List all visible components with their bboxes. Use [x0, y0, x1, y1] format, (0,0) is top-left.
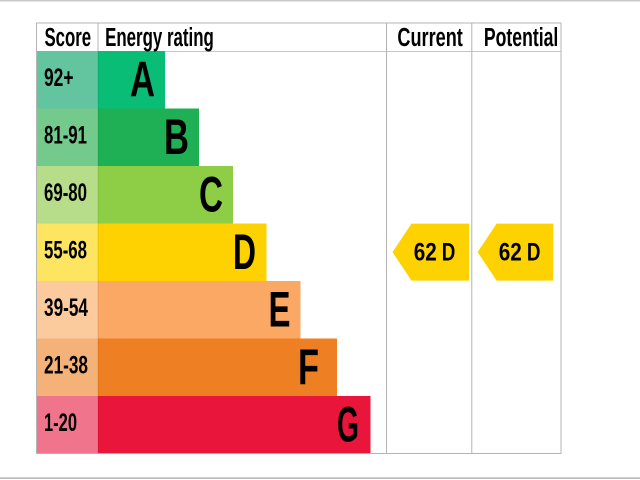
svg-text:92+: 92+	[44, 64, 74, 92]
svg-text:E: E	[269, 281, 291, 337]
svg-text:G: G	[337, 396, 359, 452]
svg-text:B: B	[164, 109, 189, 165]
svg-text:39-54: 39-54	[44, 294, 88, 322]
svg-text:62: 62	[414, 238, 437, 266]
svg-text:Score: Score	[45, 24, 92, 52]
svg-text:55-68: 55-68	[44, 237, 87, 265]
svg-text:D: D	[233, 224, 256, 280]
svg-text:Potential: Potential	[484, 24, 558, 52]
svg-text:21-38: 21-38	[44, 352, 88, 380]
svg-text:69-80: 69-80	[44, 179, 87, 207]
svg-text:1-20: 1-20	[44, 409, 77, 437]
svg-text:D: D	[527, 238, 541, 266]
svg-text:C: C	[199, 166, 223, 222]
svg-text:Current: Current	[397, 24, 463, 52]
svg-text:62: 62	[499, 238, 522, 266]
svg-text:81-91: 81-91	[44, 122, 87, 150]
svg-text:D: D	[442, 238, 456, 266]
svg-text:A: A	[130, 51, 155, 107]
svg-text:Energy rating: Energy rating	[105, 24, 214, 52]
svg-text:F: F	[298, 339, 319, 395]
